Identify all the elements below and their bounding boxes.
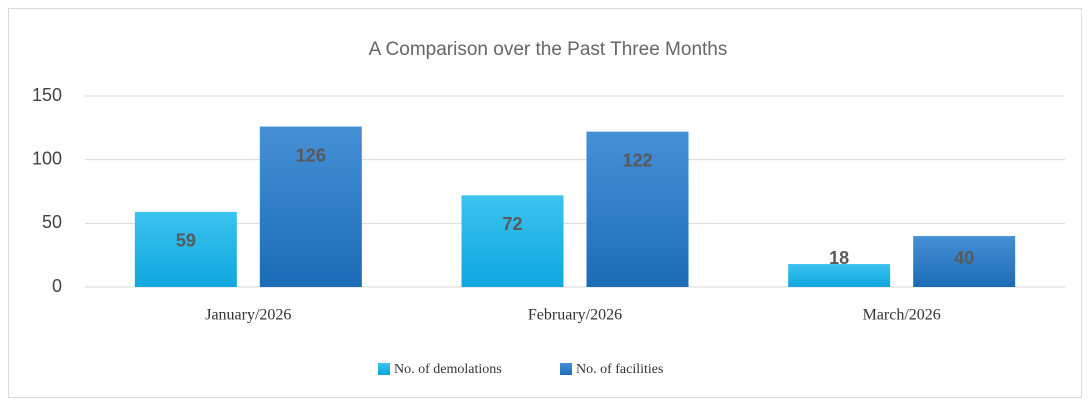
bar <box>134 211 237 287</box>
legend-label: No. of facilities <box>576 362 663 377</box>
data-label: 126 <box>296 145 326 165</box>
y-tick-label: 100 <box>32 148 62 168</box>
bar <box>586 131 689 287</box>
x-tick-label: March/2026 <box>863 307 941 324</box>
legend-swatch <box>378 363 390 375</box>
x-tick-label: January/2026 <box>205 307 291 324</box>
y-tick-label: 0 <box>52 276 62 296</box>
bar <box>259 126 362 287</box>
data-label: 40 <box>954 248 974 268</box>
data-label: 122 <box>622 150 652 170</box>
bar <box>788 264 891 287</box>
x-tick-label: February/2026 <box>528 307 622 324</box>
bar <box>461 195 564 287</box>
data-label: 72 <box>502 214 522 234</box>
y-tick-label: 150 <box>32 85 62 105</box>
y-tick-label: 50 <box>42 212 62 232</box>
legend-swatch <box>560 363 572 375</box>
data-label: 59 <box>176 231 196 251</box>
legend-label: No. of demolations <box>394 362 502 377</box>
bar <box>913 236 1016 287</box>
data-label: 18 <box>829 248 849 268</box>
chart-title: A Comparison over the Past Three Months <box>369 39 728 60</box>
